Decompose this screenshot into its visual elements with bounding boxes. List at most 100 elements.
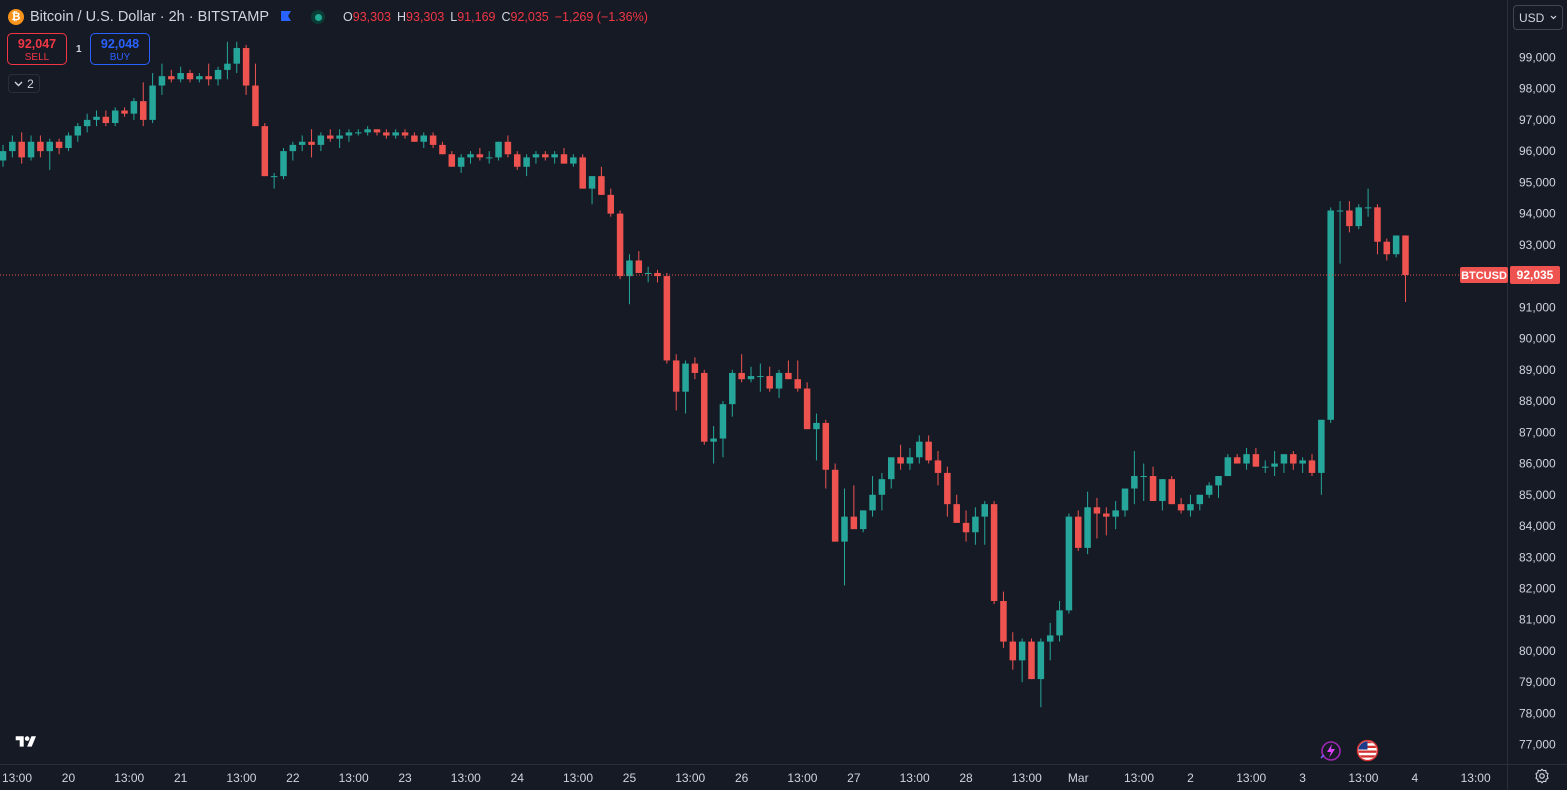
candle-body [1336,210,1344,212]
candle [1065,513,1073,614]
candle-body [18,141,25,158]
candle-body [1149,476,1157,502]
candle-body [906,457,914,464]
candle [944,466,951,517]
candle [598,166,605,195]
candle-body [729,372,736,405]
tradingview-logo-icon[interactable] [10,734,42,750]
close-label: C [501,10,511,24]
candle-body [457,157,465,167]
currency-value: USD [1519,10,1545,25]
symbol-header[interactable]: ₿ Bitcoin / U.S. Dollar · 2h · BITSTAMP … [8,7,648,27]
candle-body [1028,641,1035,680]
price-tick-label: 94,000 [1519,207,1556,221]
market-status-icon[interactable] [311,10,326,24]
time-tick-label: 13:00 [2,771,32,785]
candle-body [0,151,7,161]
time-tick-label: 13:00 [675,771,705,785]
time-tick-label: 13:00 [563,771,593,785]
candle-body [345,132,353,136]
time-tick-label: 2 [1187,771,1194,785]
candle-body [121,110,128,114]
time-tick-label: 13:00 [114,771,144,785]
buy-button[interactable]: 92,048 BUY [90,33,150,65]
candle [177,66,184,83]
candle [93,110,100,127]
candle [55,138,63,155]
low-label: L [450,10,458,24]
symbol-price-tag [1460,267,1508,283]
candle [411,132,418,142]
candle [205,63,212,86]
candle-body [1131,476,1138,489]
candle [635,251,643,273]
candle [27,135,35,161]
gear-icon[interactable] [1533,767,1551,785]
candle-body [102,116,110,124]
candle [1336,201,1344,264]
candle [252,63,259,127]
candle [1364,188,1372,217]
price-tick-label: 91,000 [1519,300,1556,314]
candle-body [1290,454,1297,464]
last-price-tags: BTCUSD 92,035 [1460,266,1560,284]
chevron-down-icon [14,81,23,86]
symbol-title[interactable]: Bitcoin / U.S. Dollar · 2h · BITSTAMP [30,9,270,25]
candle-body [317,135,325,145]
candle-body [1177,504,1185,511]
candle [46,138,53,170]
candle-body [1018,641,1026,661]
candle [448,151,456,167]
candle-body [373,129,381,133]
candle [289,141,297,161]
candle [168,69,175,83]
candle-body [74,126,82,136]
sell-button[interactable]: 92,047 SELL [7,33,67,65]
candle-body [355,132,362,134]
candle [1037,638,1045,708]
candle-body [1084,507,1091,548]
flag-icon[interactable] [281,11,291,23]
candle [1355,204,1362,230]
order-quantity[interactable]: 1 [76,44,82,55]
time-tick-label: 13:00 [339,771,369,785]
ohlc-legend: O93,303 H93,303 L91,169 C92,035 −1,269 (… [343,10,648,24]
candle-body [925,441,932,461]
price-tick-label: 81,000 [1519,613,1556,627]
candle-body [635,260,643,273]
us-flag-icon[interactable] [1356,739,1379,762]
candle-body [785,372,792,380]
candle-body [93,116,100,120]
price-tick-label: 97,000 [1519,113,1556,127]
candle [1046,622,1054,661]
indicators-toggle[interactable]: 2 [8,74,40,93]
indicators-count: 2 [27,76,34,91]
lightning-icon[interactable] [1318,739,1342,763]
candle [785,360,792,380]
candle [794,360,801,392]
candle-body [1000,600,1007,642]
candle [1215,476,1222,498]
price-tick-label: 79,000 [1519,675,1556,689]
candle [233,41,240,74]
price-axis[interactable]: 77,000 78,000 79,000 80,000 81,000 82,000 83,0… [1519,50,1556,751]
candle [869,476,876,517]
candle [130,98,138,120]
close-value: 92,035 [510,10,549,24]
candle-body [439,144,446,155]
candle [149,73,156,124]
candle-body [878,479,886,495]
candle [1402,235,1409,303]
candle [0,144,7,167]
candle [439,141,446,155]
currency-select[interactable]: USD [1513,5,1563,30]
candle [186,69,194,83]
candle [897,444,904,470]
time-axis[interactable]: 13:00 20 13:00 21 13:00 22 13:00 23 13:00 24 13:00… [2,771,1491,785]
candles-layer [0,41,1409,708]
candle-body [65,135,72,149]
candle-body [429,135,437,145]
symbol-tag-label: BTCUSD [1461,270,1507,282]
candle [551,151,558,164]
